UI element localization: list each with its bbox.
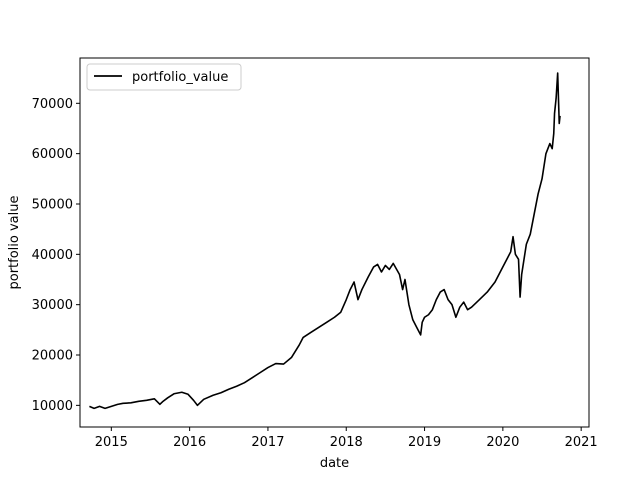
legend-box xyxy=(86,63,242,91)
legend: portfolio_value xyxy=(86,63,242,91)
legend-entry-portfolio-value: portfolio_value xyxy=(132,70,228,85)
y-tick-label: 20000 xyxy=(32,349,73,364)
y-axis-ticks: 10000 20000 30000 40000 50000 60000 70000 xyxy=(32,97,80,414)
y-tick-label: 50000 xyxy=(32,197,73,212)
x-tick-label: 2019 xyxy=(408,435,441,450)
x-tick-label: 2021 xyxy=(565,435,598,450)
x-axis-label: date xyxy=(320,456,349,471)
y-axis-label: portfolio value xyxy=(7,196,22,290)
axes-frame xyxy=(79,57,590,428)
series-line-portfolio-value xyxy=(89,72,561,410)
plot-area xyxy=(79,57,590,428)
x-tick-label: 2016 xyxy=(173,435,206,450)
x-axis-ticks: 2015 2016 2017 2018 2019 2020 2021 xyxy=(95,427,598,450)
y-tick-label: 70000 xyxy=(32,97,73,112)
x-tick-label: 2020 xyxy=(486,435,519,450)
y-tick-label: 30000 xyxy=(32,298,73,313)
x-tick-label: 2018 xyxy=(330,435,363,450)
x-tick-label: 2017 xyxy=(251,435,284,450)
series-layer xyxy=(89,72,561,410)
y-tick-label: 10000 xyxy=(32,399,73,414)
y-tick-label: 60000 xyxy=(32,147,73,162)
y-tick-label: 40000 xyxy=(32,248,73,263)
x-tick-label: 2015 xyxy=(95,435,128,450)
